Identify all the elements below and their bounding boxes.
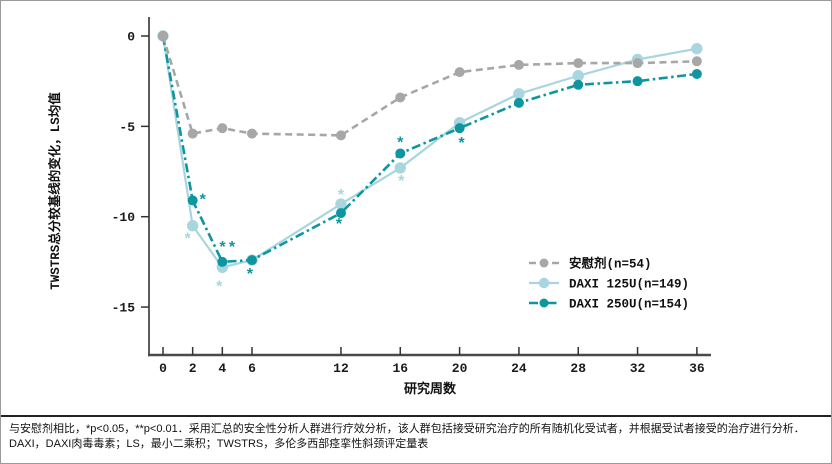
- data-point: [395, 148, 406, 159]
- data-point: [187, 195, 198, 206]
- data-point: [573, 58, 584, 69]
- x-tick-layer: 0 2 4 6 12 16 20 24 28 32 36: [159, 347, 705, 376]
- legend: 安慰剂(n=54) DAXI 125U(n=149) DAXI 250U(n=154…: [529, 256, 689, 312]
- x-tick-label: 16: [392, 361, 408, 376]
- significance-marker: *: [334, 217, 344, 235]
- data-point: [572, 70, 584, 82]
- data-point: [691, 56, 702, 67]
- legend-item-label: 安慰剂(n=54): [569, 256, 652, 272]
- legend-item-label: DAXI 125U(n=149): [569, 278, 689, 292]
- x-tick-label: 32: [630, 361, 646, 376]
- data-point: [691, 42, 703, 55]
- data-point: [246, 255, 257, 266]
- footnote-line1: 与安慰剂相比，*p<0.05，**p<0.01．采用汇总的安全性分析人群进行疗效…: [9, 423, 805, 435]
- y-tick-label: -10: [112, 210, 136, 225]
- data-point: [513, 97, 524, 108]
- data-point: [186, 220, 199, 232]
- data-point: [217, 256, 228, 267]
- x-tick-label: 2: [189, 361, 197, 376]
- data-point: [217, 123, 228, 134]
- series-line-2: [161, 35, 698, 264]
- legend-sample-marker: [539, 258, 549, 268]
- significance-marker: *: [245, 267, 255, 285]
- data-point: [513, 88, 525, 100]
- x-axis-title: 研究周数: [404, 381, 457, 397]
- x-tick-label: 6: [248, 361, 256, 376]
- data-point: [454, 123, 465, 134]
- data-point: [158, 31, 168, 41]
- x-tick-label: 36: [689, 361, 705, 376]
- legend-sample-marker: [538, 277, 550, 289]
- data-point: [632, 58, 643, 69]
- data-point: [187, 128, 198, 139]
- chart-area: 0 2 4 6 12 16 20 24 28 32 36 0 -5 -10 -15 * * * ** * * * * * *…: [1, 1, 831, 415]
- data-point: [246, 128, 257, 139]
- significance-marker: *: [395, 135, 405, 153]
- data-point: [632, 76, 643, 87]
- significance-marker: *: [183, 231, 193, 249]
- data-point: [335, 130, 346, 141]
- data-point: [335, 198, 347, 210]
- chart-svg: 0 2 4 6 12 16 20 24 28 32 36 0-5-10-15 ********** *…: [47, 17, 711, 397]
- data-point: [691, 68, 702, 79]
- x-tick-label: 28: [570, 361, 586, 376]
- data-point: [395, 92, 406, 103]
- x-tick-label: 24: [511, 361, 527, 376]
- significance-marker: *: [198, 192, 208, 210]
- significance-marker: *: [215, 279, 225, 297]
- data-point: [335, 208, 346, 219]
- series-layer: [157, 30, 703, 273]
- legend-sample-marker: [539, 298, 549, 308]
- x-tick-label: 4: [218, 361, 226, 376]
- x-tick-label: 20: [452, 361, 468, 376]
- y-tick-label: -15: [112, 301, 136, 316]
- footnote: 与安慰剂相比，*p<0.05，**p<0.01．采用汇总的安全性分析人群进行疗效…: [1, 415, 831, 456]
- data-point: [454, 67, 465, 78]
- y-tick-layer: 0 -5 -10 -15: [112, 30, 149, 316]
- series-line-0: [161, 35, 697, 137]
- significance-marker: *: [457, 136, 467, 154]
- data-point: [573, 79, 584, 90]
- significance-marker: **: [218, 239, 237, 257]
- data-point: [394, 162, 406, 174]
- y-tick-label: 0: [127, 30, 135, 45]
- significance-marker: *: [336, 188, 346, 206]
- y-axis-title: TWSTRS总分较基线的变化，LS均值: [47, 92, 63, 290]
- data-point: [513, 59, 524, 70]
- series-line-1: [161, 35, 698, 269]
- y-tick-label: -5: [119, 120, 135, 135]
- x-tick-label: 12: [333, 361, 349, 376]
- significance-layer: ********** *: [183, 135, 467, 297]
- significance-marker: *: [396, 173, 406, 191]
- footnote-line2: DAXI，DAXI肉毒毒素；LS，最小二乘积；TWSTRS，多伦多西部痉挛性斜颈…: [9, 438, 429, 450]
- x-tick-label: 0: [159, 361, 167, 376]
- legend-item-label: DAXI 250U(n=154): [569, 298, 689, 312]
